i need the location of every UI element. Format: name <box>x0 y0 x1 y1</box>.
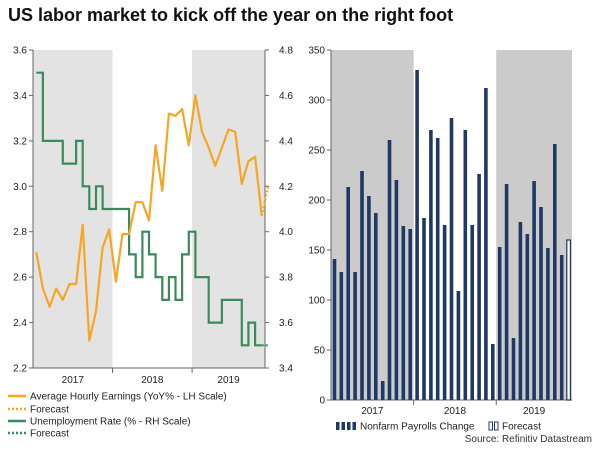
payrolls-bar <box>442 225 447 400</box>
payrolls-bar <box>484 88 488 400</box>
payrolls-bar <box>367 196 371 400</box>
legend-label-forecast: Forecast <box>502 422 541 433</box>
payrolls-bar <box>525 234 530 400</box>
payrolls-bar <box>394 180 399 400</box>
chart-title: US labor market to kick off the year on … <box>8 5 454 25</box>
bar-y-tick-label: 200 <box>308 196 325 207</box>
left-y-tick-label: 3.0 <box>13 182 27 193</box>
left-y-tick-label: 2.2 <box>13 364 27 375</box>
payrolls-bar <box>374 213 378 400</box>
legend-label: Forecast <box>30 429 69 440</box>
bar-y-tick-label: 300 <box>308 96 325 107</box>
right-y-tick-label: 4.6 <box>279 91 293 102</box>
payrolls-bar <box>511 338 516 400</box>
payrolls-bar <box>415 70 419 400</box>
left-y-tick-label: 2.4 <box>13 318 27 329</box>
payrolls-bar <box>504 184 509 400</box>
left-y-tick-label: 2.8 <box>13 227 27 238</box>
payrolls-bar <box>408 229 412 400</box>
legend-label: Average Hourly Earnings (YoY% - LH Scale… <box>30 392 227 403</box>
payrolls-bar <box>380 381 385 400</box>
payrolls-bar <box>539 207 543 400</box>
legend-swatch-forecast <box>494 421 499 431</box>
legend-swatch-payrolls <box>352 422 356 430</box>
source-note: Source: Refinitiv Datastream <box>464 434 592 445</box>
left-y-tick-label: 3.4 <box>13 91 27 102</box>
line-x-tick-label: 2018 <box>141 375 164 386</box>
hourly-earnings-forecast-line <box>260 186 270 217</box>
payrolls-bar <box>422 218 426 400</box>
legend-swatch-payrolls <box>347 422 351 430</box>
right-y-tick-label: 4.0 <box>279 227 293 238</box>
right-y-tick-label: 3.6 <box>279 318 293 329</box>
right-y-tick-label: 3.8 <box>279 273 293 284</box>
right-y-tick-label: 4.2 <box>279 182 293 193</box>
payrolls-bar <box>546 248 550 400</box>
bar-x-tick-label: 2018 <box>444 406 467 417</box>
bar-x-tick-label: 2019 <box>523 406 546 417</box>
legend-label-payrolls: Nonfarm Payrolls Change <box>360 422 475 433</box>
bar-x-tick-label: 2017 <box>361 406 384 417</box>
bar-y-tick-label: 100 <box>308 296 325 307</box>
payrolls-bar <box>435 138 440 400</box>
year-shade-2019 <box>192 50 265 368</box>
payrolls-bar <box>518 222 523 400</box>
payrolls-bar <box>353 272 357 400</box>
payrolls-bar <box>491 344 495 400</box>
bar-y-tick-label: 350 <box>308 46 325 57</box>
payrolls-bar <box>470 225 474 400</box>
payrolls-bar <box>559 255 564 400</box>
payrolls-bar <box>429 130 433 400</box>
bar-y-tick-label: 50 <box>314 346 326 357</box>
legend-swatch-forecast <box>488 421 493 431</box>
left-y-tick-label: 3.2 <box>13 136 27 147</box>
right-y-tick-label: 4.4 <box>279 136 293 147</box>
payrolls-bar <box>456 291 461 400</box>
right-y-tick-label: 3.4 <box>279 364 293 375</box>
unemployment-rate-line <box>36 71 262 347</box>
left-y-tick-label: 3.6 <box>13 46 27 57</box>
payrolls-bar <box>497 247 502 400</box>
payrolls-bar <box>532 181 536 400</box>
payrolls-bar <box>449 118 454 400</box>
payrolls-bar <box>360 171 364 400</box>
payrolls-bar <box>339 272 344 400</box>
bar-y-tick-label: 150 <box>308 246 325 257</box>
payrolls-bar <box>346 187 350 400</box>
hourly-earnings-line <box>35 94 263 342</box>
bar-year-shade-2017 <box>331 50 414 400</box>
payrolls-bar <box>553 144 557 400</box>
payrolls-bar <box>332 259 337 400</box>
year-shade-2017 <box>33 50 113 368</box>
line-x-tick-label: 2019 <box>217 375 240 386</box>
payrolls-bar <box>463 130 468 400</box>
payrolls-bar <box>387 140 392 400</box>
bar-y-tick-label: 250 <box>308 146 325 157</box>
legend-label: Forecast <box>30 405 69 416</box>
bar-y-tick-label: 0 <box>319 396 325 407</box>
payrolls-bar <box>401 226 406 400</box>
payrolls-bar <box>477 174 481 400</box>
line-x-tick-label: 2017 <box>62 375 85 386</box>
right-y-tick-label: 4.8 <box>279 46 293 57</box>
legend-swatch-payrolls <box>341 422 345 430</box>
legend-label: Unemployment Rate (% - RH Scale) <box>30 417 191 428</box>
left-y-tick-label: 2.6 <box>13 273 27 284</box>
payrolls-forecast-bar <box>566 239 571 401</box>
legend-swatch-payrolls <box>336 422 340 430</box>
